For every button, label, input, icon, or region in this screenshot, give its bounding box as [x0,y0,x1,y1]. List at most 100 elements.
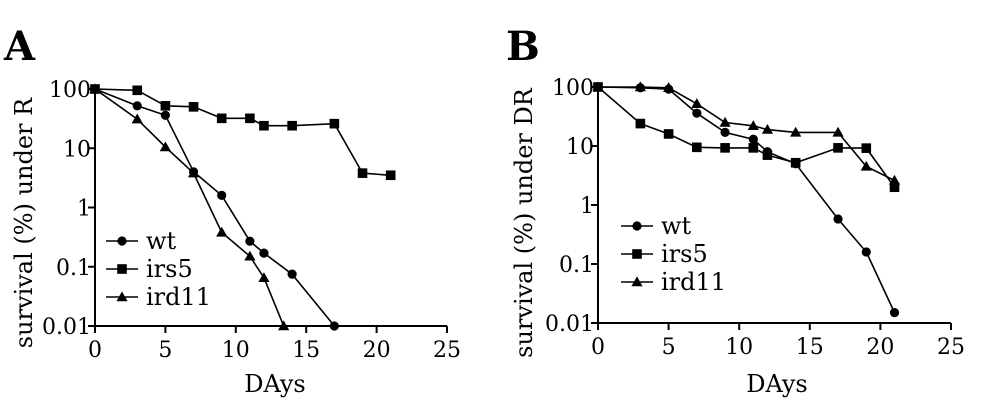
panel-b-wt-point [889,308,900,318]
panel-b-irs5-point [861,143,872,153]
panel-b-irs5-point [889,182,900,193]
panel-b-ird11-point [634,81,646,92]
panel-a-irs5-point [385,170,396,181]
panel-b-wt-point [833,214,843,224]
panel-a-wt-point [132,101,142,111]
panel-b-ird11-point [761,123,774,134]
panel-a-legend-marker-irs5 [117,264,127,274]
panel-b-ird11-point [832,126,844,137]
panel-b-y-tick-label: 100 [552,76,594,101]
panel-a-series-line-ird11 [94,88,285,327]
panel-a-y-axis-title: survival (%) under R [10,97,38,348]
panel-b-y-tick-label: 0.01 [545,312,594,337]
panel-b-y-tick-label: 1 [580,194,594,219]
panel-a-irs5-point [245,113,255,124]
panel-a-x-tick-label: 10 [222,338,250,363]
panel-b-series-line-ird11 [598,86,895,182]
panel-b-wt-point [692,108,702,118]
panel-b-wt-point [861,247,871,257]
panel-letter-a: A [3,23,36,70]
panel-b-legend-marker-irs5 [632,249,642,259]
panel-b-y-axis-title: survival (%) under DR [510,87,538,358]
panel-b-irs5-point [663,129,674,139]
panel-a-irs5-point [160,101,171,111]
panel-a-x-tick-label: 0 [88,338,102,363]
panel-a-x-tick-label: 20 [363,338,391,363]
panel-b-irs5-point [720,143,730,153]
panel-a-y-tick-label: 10 [63,137,91,162]
panel-a-wt-point [259,248,269,258]
panel-a-ird11-point [258,272,270,283]
panel-b-x-tick-label: 25 [937,335,965,360]
panel-a-y-tick-label: 1 [77,197,91,222]
panel-a-x-axis-title: DAys [244,370,305,398]
panel-b-ird11-point [790,126,802,137]
panel-a-ird11-point [159,141,171,152]
panel-b-irs5-point [762,150,773,160]
panel-a-wt-point [329,321,339,331]
panel-a-ird11-point [131,113,143,124]
panel-b-irs5-point [692,142,702,153]
panel-a-x-tick-label: 5 [158,338,172,363]
panel-a-irs5-point [216,113,227,124]
panel-b-legend-label-wt: wt [661,212,692,240]
panel-a-ird11-point [89,83,101,94]
panel-a-x-tick-label: 15 [292,338,320,363]
panel-b-legend-label-ird11: ird11 [661,268,726,296]
panel-b-irs5-point [748,143,759,153]
panel-a-legend-label-irs5: irs5 [146,255,193,283]
panel-letter-b: B [506,23,540,70]
panel-b-irs5-point [790,157,801,168]
panel-b-legend-label-irs5: irs5 [661,240,708,268]
panel-b-wt-point [720,127,730,138]
panel-b-ird11-point [663,82,675,92]
panel-a-wt-point [217,190,227,201]
panel-a-y-tick-label: 0.01 [42,315,91,340]
panel-a-wt-point [160,110,170,120]
panel-a-irs5-point [132,85,143,96]
panel-b-ird11-point [747,120,759,130]
panel-b-irs5-point [833,143,843,153]
panel-b-wt-point [748,134,758,144]
panel-a-x-tick-label: 25 [433,338,461,363]
panel-a-legend-label-wt: wt [146,227,177,255]
panel-b-x-tick-label: 10 [725,335,753,360]
panel-b-ird11-point [691,98,703,108]
panel-b-x-tick-label: 5 [662,335,676,360]
panel-b-legend-marker-ird11 [631,276,643,287]
panel-a-wt-point [245,236,255,246]
panel-b-ird11-point [888,174,901,185]
panel-b-ird11-point [592,81,604,92]
panel-b-x-tick-label: 0 [591,335,605,360]
panel-b-x-tick-label: 20 [866,335,894,360]
panel-a-legend-label-ird11: ird11 [146,283,211,311]
panel-b-irs5-point [635,118,646,129]
panel-a-y-tick-label: 0.1 [56,256,91,281]
panel-a-irs5-point [259,120,269,131]
panel-b-legend-marker-wt [632,221,642,231]
panel-a-irs5-point [329,118,340,129]
panel-a-irs5-point [188,102,199,112]
panel-a-irs5-point [287,120,297,131]
panel-a-series-line-wt [94,88,336,327]
panel-a-ird11-point [216,226,228,237]
panel-b-x-axis-title: DAys [746,370,807,398]
panel-a-ird11-point [278,320,290,331]
panel-a-legend-marker-wt [117,236,127,246]
panel-a-ird11-point [187,167,200,178]
panel-b-y-tick-label: 10 [566,135,594,160]
panel-a-y-tick-label: 100 [49,78,91,103]
panel-b-ird11-point [719,116,731,127]
panel-b-y-tick-label: 0.1 [559,253,594,278]
panel-a-irs5-point [357,168,368,178]
panel-a-ird11-point [244,250,256,261]
panel-b-x-tick-label: 15 [796,335,824,360]
panel-a-wt-point [287,269,297,279]
panel-b-ird11-point [860,160,872,171]
panel-a-legend-marker-ird11 [116,291,128,302]
